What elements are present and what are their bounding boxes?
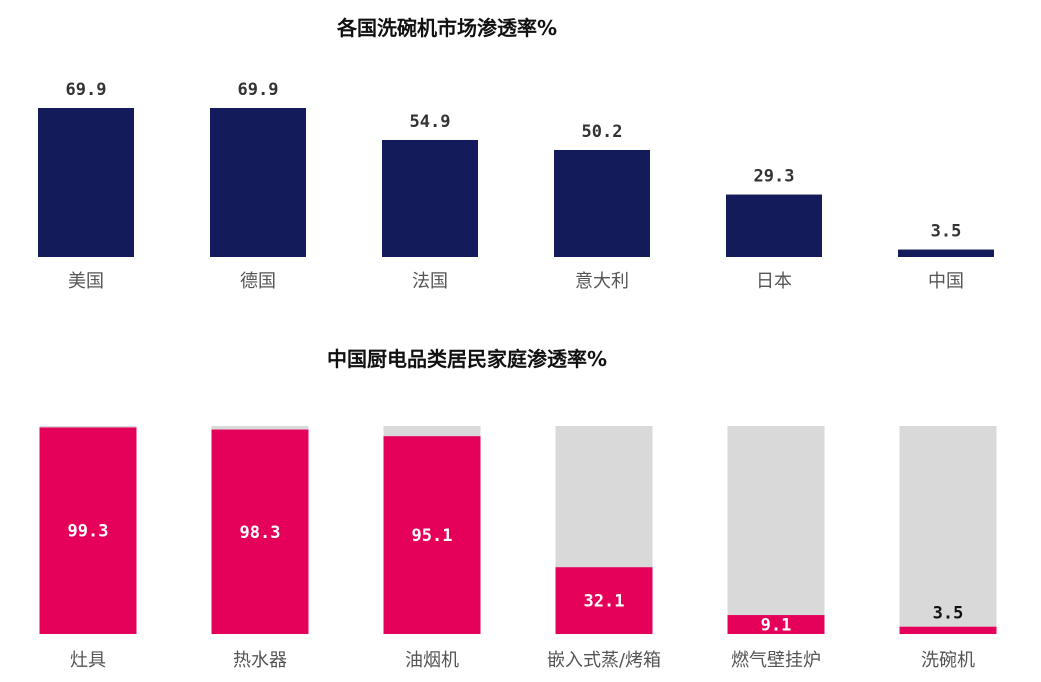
category-label: 日本 — [756, 271, 792, 292]
bars-group: 69.9 美国 69.9 德国 54.9 法国 50.2 意大利 29.3 日本 3.5 中国 — [38, 80, 994, 292]
chart-title: 各国洗碗机市场渗透率% — [336, 16, 557, 40]
category-label: 灶具 — [70, 650, 106, 671]
data-label: 69.9 — [238, 80, 279, 100]
bar — [211, 429, 309, 634]
bar — [727, 615, 825, 634]
category-label: 热水器 — [233, 650, 287, 671]
data-label: 69.9 — [66, 80, 107, 100]
data-label: 54.9 — [410, 112, 451, 132]
chart-title: 中国厨电品类居民家庭渗透率% — [327, 347, 607, 371]
chart-kitchen-appliance-penetration: 中国厨电品类居民家庭渗透率% 99.3 灶具 98.3 热水器 95.1 油烟机 32.1 嵌… — [39, 347, 997, 671]
data-label: 32.1 — [584, 592, 625, 612]
category-label: 美国 — [68, 271, 104, 292]
bar-track — [899, 426, 997, 634]
data-label: 3.5 — [933, 604, 964, 624]
data-label: 9.1 — [761, 616, 792, 636]
data-label: 50.2 — [582, 122, 623, 142]
category-label: 意大利 — [575, 271, 629, 292]
category-label: 燃气壁挂炉 — [731, 650, 821, 671]
bar-track — [727, 426, 825, 634]
data-label: 98.3 — [240, 523, 281, 543]
bar — [554, 149, 650, 257]
data-label: 99.3 — [68, 522, 109, 542]
category-label: 油烟机 — [405, 650, 459, 671]
data-label: 29.3 — [754, 167, 795, 187]
category-label: 洗碗机 — [921, 650, 975, 671]
category-label: 法国 — [412, 271, 448, 292]
category-label: 德国 — [240, 271, 276, 292]
data-label: 95.1 — [412, 526, 453, 546]
bar — [383, 436, 481, 634]
bar — [39, 427, 137, 634]
bar — [382, 139, 478, 257]
bar — [555, 567, 653, 634]
bar — [726, 194, 822, 257]
data-label: 3.5 — [931, 222, 962, 242]
bar — [898, 249, 994, 257]
bar — [38, 108, 134, 257]
bar — [899, 626, 997, 634]
category-label: 中国 — [928, 271, 964, 292]
bars-group: 99.3 灶具 98.3 热水器 95.1 油烟机 32.1 嵌入式蒸/烤箱 9.1 燃气壁挂炉 3… — [39, 426, 997, 671]
chart-country-penetration: 各国洗碗机市场渗透率% 69.9 美国 69.9 德国 54.9 法国 50.2 意大利 29.… — [38, 16, 994, 292]
bar — [210, 108, 306, 257]
category-label: 嵌入式蒸/烤箱 — [547, 650, 661, 671]
